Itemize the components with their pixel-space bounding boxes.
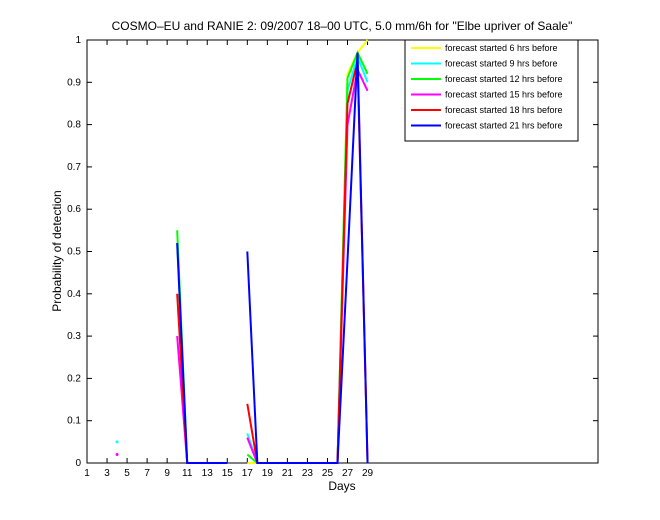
y-tick-label: 0.6 bbox=[67, 204, 81, 215]
x-tick-label: 11 bbox=[182, 468, 193, 479]
series-line bbox=[246, 52, 369, 464]
series-line bbox=[176, 242, 228, 464]
y-tick-label: 0.4 bbox=[67, 289, 81, 300]
chart-title: COSMO–EU and RANIE 2: 09/2007 18–00 UTC,… bbox=[112, 19, 573, 33]
y-axis-label: Probability of detection bbox=[50, 190, 64, 311]
y-tick-label: 0.2 bbox=[67, 373, 81, 384]
y-tick-label: 0.8 bbox=[67, 120, 81, 131]
y-tick-label: 0.9 bbox=[67, 77, 81, 88]
y-tick-label: 1 bbox=[75, 35, 81, 46]
x-tick-label: 15 bbox=[222, 468, 234, 479]
data-point bbox=[115, 453, 119, 457]
y-tick-label: 0.7 bbox=[67, 162, 81, 173]
x-tick-label: 25 bbox=[322, 468, 334, 479]
data-point bbox=[115, 440, 119, 444]
x-tick-label: 9 bbox=[164, 468, 170, 479]
legend-label: forecast started 21 hrs before bbox=[445, 121, 563, 131]
legend-label: forecast started 18 hrs before bbox=[445, 105, 563, 115]
y-tick-label: 0.1 bbox=[67, 416, 81, 427]
legend-label: forecast started 9 hrs before bbox=[445, 59, 558, 69]
x-tick-label: 3 bbox=[104, 468, 110, 479]
x-tick-label: 27 bbox=[342, 468, 354, 479]
x-tick-label: 7 bbox=[144, 468, 150, 479]
x-tick-label: 29 bbox=[362, 468, 374, 479]
x-tick-label: 19 bbox=[262, 468, 274, 479]
legend-box bbox=[404, 39, 579, 142]
y-tick-label: 0.3 bbox=[67, 331, 81, 342]
x-tick-label: 17 bbox=[242, 468, 254, 479]
legend-label: forecast started 15 hrs before bbox=[445, 90, 563, 100]
y-tick-label: 0.5 bbox=[67, 247, 81, 258]
x-axis-label: Days bbox=[328, 479, 355, 493]
x-tick-label: 21 bbox=[282, 468, 294, 479]
x-tick-label: 23 bbox=[302, 468, 314, 479]
x-tick-label: 5 bbox=[124, 468, 130, 479]
y-tick-label: 0 bbox=[75, 458, 81, 469]
x-tick-label: 13 bbox=[202, 468, 214, 479]
x-tick-label: 1 bbox=[84, 468, 90, 479]
legend-label: forecast started 12 hrs before bbox=[445, 74, 563, 84]
legend-label: forecast started 6 hrs before bbox=[445, 43, 558, 53]
